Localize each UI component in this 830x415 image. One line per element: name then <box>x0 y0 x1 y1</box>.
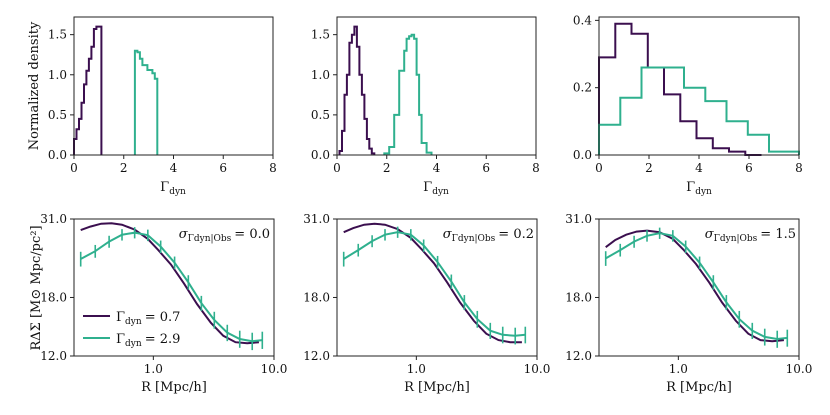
xlabel: Γdyn <box>160 180 186 197</box>
y-tick-label: 0.5 <box>48 108 67 122</box>
y-tick-label: 31.0 <box>40 212 67 226</box>
series-line-low <box>80 222 259 345</box>
histogram-step-low <box>598 22 762 156</box>
legend: Γdyn = 0.7 Γdyn = 2.9 <box>83 310 180 349</box>
x-tick-label: 6 <box>219 161 227 175</box>
x-tick-label: 0 <box>333 161 341 175</box>
histogram-step-high <box>133 49 159 155</box>
y-tick-label: 1.5 <box>48 28 67 42</box>
panel-histogram-3: 0 2 4 6 8 0.0 0.2 0.4 Γdyn <box>573 13 803 197</box>
xlabel: R [Mpc/h] <box>404 380 470 395</box>
x-tick-label: 2 <box>120 161 128 175</box>
x-tick-label: 8 <box>795 161 803 175</box>
panel-profile-2: 1.0 10.0 12.0 18.0 31.0 R [Mpc/h] σΓdyn|Obs =… <box>303 212 550 395</box>
x-tick-label: 0 <box>595 161 603 175</box>
y-tick-label: 18.0 <box>565 290 592 304</box>
x-tick-label: 4 <box>170 161 178 175</box>
x-tick-label: 4 <box>433 161 441 175</box>
series-line-low <box>605 229 784 343</box>
xlabel: R [Mpc/h] <box>666 380 732 395</box>
series-line-high <box>605 232 788 341</box>
x-tick-label: 2 <box>383 161 391 175</box>
x-tick-label: 10.0 <box>786 362 813 376</box>
y-tick-label: 18.0 <box>303 290 330 304</box>
ylabel: RΔΣ [M⊙ Mpc/pc²] <box>29 225 44 350</box>
y-tick-label: 0.5 <box>311 108 330 122</box>
x-tick-label: 0 <box>70 161 78 175</box>
x-tick-label: 4 <box>695 161 703 175</box>
y-tick-label: 12.0 <box>565 349 592 363</box>
ylabel: Normalized density <box>27 21 42 150</box>
x-tick-label: 2 <box>645 161 653 175</box>
legend-label-high: Γdyn = 2.9 <box>116 332 180 349</box>
y-tick-label: 1.5 <box>311 28 330 42</box>
histogram-step-low <box>338 25 376 155</box>
histogram-step-high <box>383 33 433 155</box>
y-tick-label: 1.0 <box>311 68 330 82</box>
y-tick-label: 0.0 <box>48 148 67 162</box>
xlabel: Γdyn <box>686 180 712 197</box>
histogram-step-high <box>598 66 800 155</box>
y-tick-label: 0.4 <box>573 13 592 27</box>
x-tick-label: 10.0 <box>524 362 551 376</box>
series-line-high <box>343 231 526 337</box>
panel-profile-1: 1.0 10.0 12.0 18.0 31.0 RΔΣ [M⊙ Mpc/pc²] R [… <box>29 212 287 395</box>
sigma-annotation: σΓdyn|Obs = 0.0 <box>179 227 270 244</box>
panel-profile-3: 1.0 10.0 12.0 18.0 31.0 R [Mpc/h] σΓdyn|Obs =… <box>565 212 812 395</box>
series-line-low <box>343 222 522 344</box>
xlabel: R [Mpc/h] <box>141 380 207 395</box>
y-tick-label: 0.0 <box>311 148 330 162</box>
panel-histogram-2: 0 2 4 6 8 0.0 0.5 1.0 1.5 Γdyn <box>311 16 540 197</box>
x-tick-label: 1.0 <box>669 362 688 376</box>
x-tick-label: 1.0 <box>144 362 163 376</box>
histogram-step-low <box>73 25 103 155</box>
y-tick-label: 0.0 <box>573 148 592 162</box>
xlabel: Γdyn <box>423 180 449 197</box>
y-tick-label: 18.0 <box>40 290 67 304</box>
x-tick-label: 6 <box>482 161 490 175</box>
x-tick-label: 8 <box>269 161 277 175</box>
legend-label-low: Γdyn = 0.7 <box>116 310 180 327</box>
x-tick-label: 1.0 <box>407 362 426 376</box>
y-tick-label: 12.0 <box>303 349 330 363</box>
sigma-annotation: σΓdyn|Obs = 0.2 <box>443 227 534 244</box>
x-tick-label: 8 <box>532 161 540 175</box>
panel-histogram-1: 0 2 4 6 8 0.0 0.5 1.0 1.5 Normalized density Γdy… <box>27 16 277 197</box>
sigma-annotation: σΓdyn|Obs = 1.5 <box>705 227 796 244</box>
x-tick-label: 10.0 <box>261 362 288 376</box>
y-tick-label: 31.0 <box>303 212 330 226</box>
y-tick-label: 31.0 <box>565 212 592 226</box>
y-tick-label: 1.0 <box>48 68 67 82</box>
y-tick-label: 0.2 <box>573 81 592 95</box>
y-tick-label: 12.0 <box>40 349 67 363</box>
x-tick-label: 6 <box>745 161 753 175</box>
